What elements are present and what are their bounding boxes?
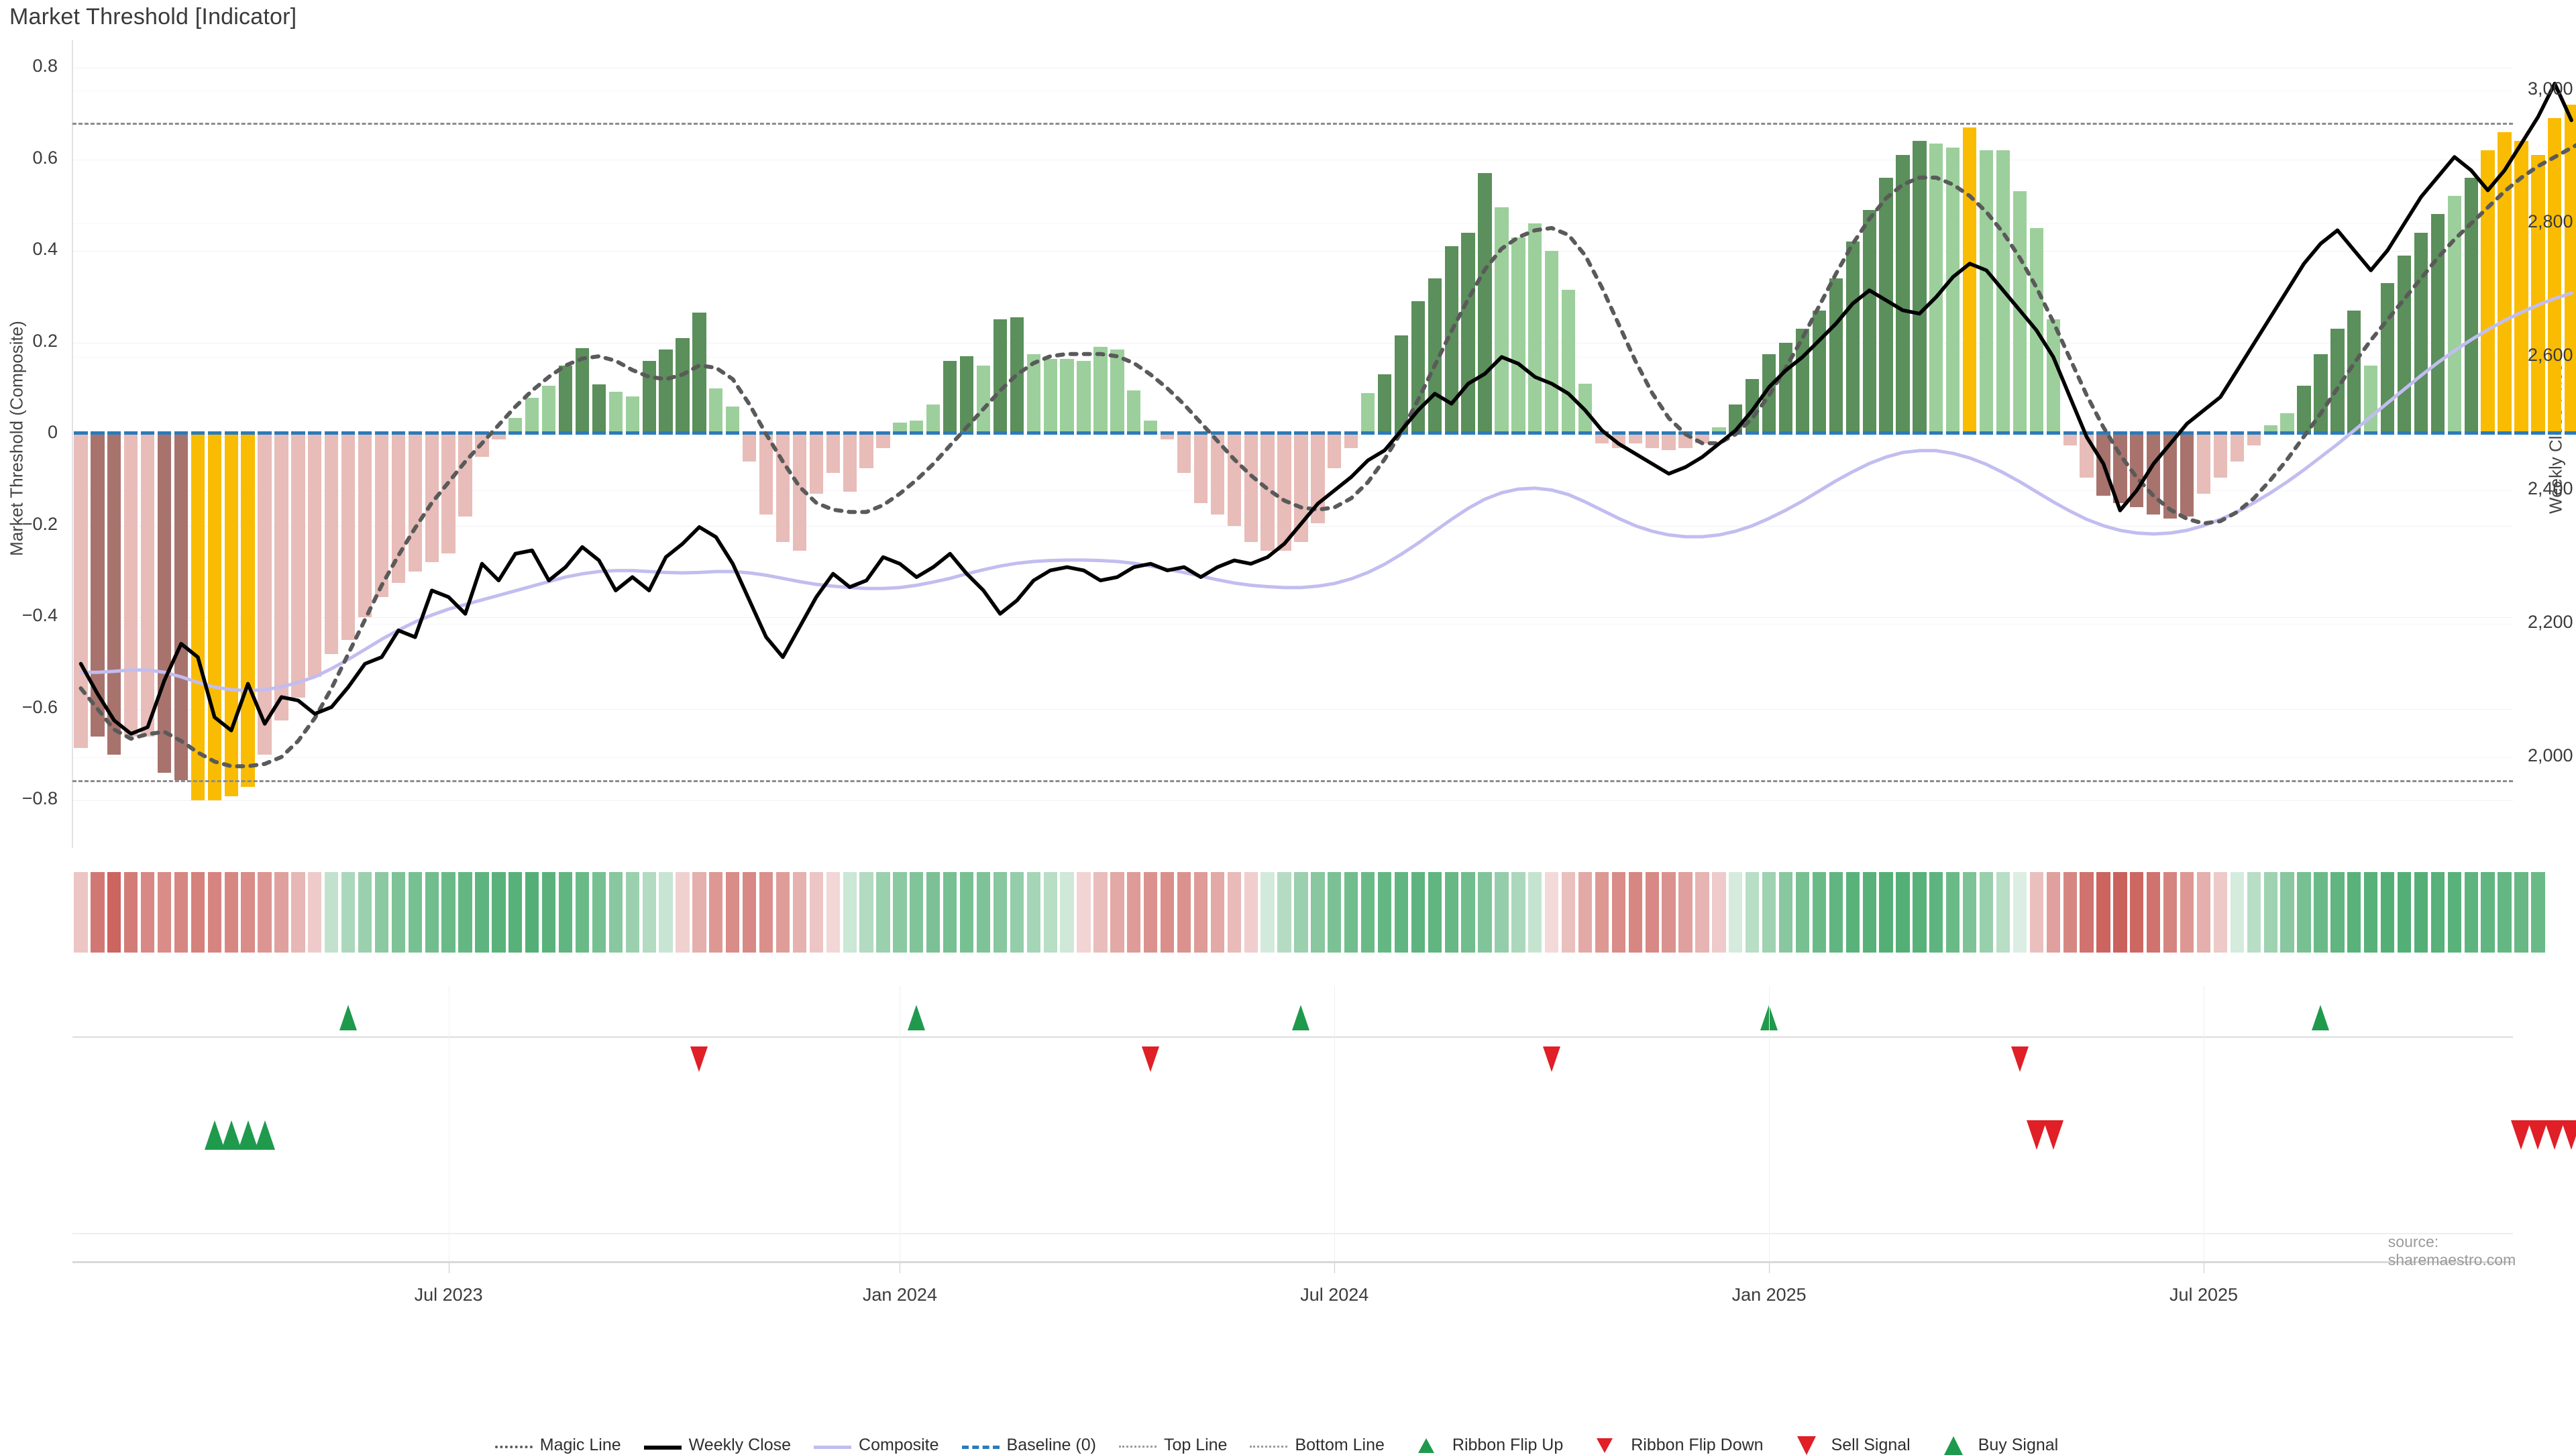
ribbon-flip-axis <box>72 1036 2513 1038</box>
ribbon-flip-up-marker <box>908 1005 925 1030</box>
legend-swatch-tri-up-small-icon <box>1407 1439 1445 1452</box>
y-tick-left: −0.8 <box>22 788 58 809</box>
x-tick: Jan 2025 <box>1688 1285 1849 1305</box>
legend-line-icon <box>495 1446 533 1448</box>
y-tick-right: 2,600 <box>2528 345 2573 366</box>
ribbon-flip-up-marker <box>2312 1005 2329 1030</box>
x-axis-spine <box>72 1261 2513 1263</box>
source-note: source: sharemaestro.com <box>2388 1233 2516 1269</box>
legend-item[interactable]: Top Line <box>1119 1436 1228 1455</box>
legend-item[interactable]: Baseline (0) <box>962 1436 1096 1455</box>
legend-swatch-line-dashed-wide-icon <box>962 1439 1000 1452</box>
y-tick-right: 2,400 <box>2528 478 2573 499</box>
y-tick-left: 0.2 <box>32 331 58 352</box>
y-tick-left: −0.2 <box>22 514 58 535</box>
x-tick: Jul 2024 <box>1254 1285 1415 1305</box>
legend-label: Buy Signal <box>1978 1436 2059 1455</box>
legend-label: Top Line <box>1164 1436 1228 1455</box>
legend-item[interactable]: Ribbon Flip Down <box>1586 1436 1763 1455</box>
legend-item[interactable]: Ribbon Flip Up <box>1407 1436 1563 1455</box>
signal-markers-area <box>0 0 2576 1275</box>
ribbon-flip-down-marker <box>1142 1046 1159 1072</box>
y-tick-left: 0.4 <box>32 239 58 260</box>
y-tick-right: 2,200 <box>2528 612 2573 633</box>
legend-label: Sell Signal <box>1831 1436 1911 1455</box>
legend-label: Baseline (0) <box>1007 1436 1096 1455</box>
legend-item[interactable]: Buy Signal <box>1933 1436 2059 1455</box>
ribbon-flip-down-marker <box>2011 1046 2029 1072</box>
ribbon-flip-down-marker <box>1543 1046 1560 1072</box>
legend-triangle-icon <box>1418 1438 1434 1453</box>
signal-baseline <box>72 1233 2513 1234</box>
legend-triangle-icon <box>1944 1436 1963 1455</box>
ribbon-flip-up-marker <box>339 1005 357 1030</box>
ribbon-flip-down-marker <box>690 1046 708 1072</box>
legend-line-icon <box>1119 1446 1157 1448</box>
legend-triangle-icon <box>1797 1436 1816 1455</box>
y-tick-left: −0.6 <box>22 697 58 718</box>
legend-line-icon <box>1250 1446 1287 1448</box>
buy-signal-marker <box>255 1120 275 1150</box>
legend-item[interactable]: Composite <box>814 1436 939 1455</box>
legend-swatch-line-solid-icon <box>814 1439 851 1452</box>
legend-label: Ribbon Flip Up <box>1452 1436 1563 1455</box>
legend-label: Magic Line <box>540 1436 621 1455</box>
sell-signal-marker <box>2043 1120 2063 1150</box>
y-tick-left: 0.8 <box>32 56 58 76</box>
y-tick-right: 3,000 <box>2528 78 2573 99</box>
legend-line-icon <box>814 1446 851 1449</box>
x-tick: Jul 2023 <box>368 1285 529 1305</box>
chart-legend: Magic Line Weekly Close Composite Baseline … <box>0 1436 2576 1455</box>
x-tick-guide <box>1334 986 1335 1261</box>
sell-signal-marker <box>2561 1120 2576 1150</box>
y-tick-left: −0.4 <box>22 605 58 626</box>
legend-swatch-tri-up-large-icon <box>1933 1439 1971 1452</box>
y-tick-right: 2,800 <box>2528 211 2573 232</box>
legend-swatch-line-solid-thick-icon <box>644 1439 682 1452</box>
legend-swatch-tri-down-large-icon <box>1786 1439 1824 1452</box>
legend-item[interactable]: Sell Signal <box>1786 1436 1911 1455</box>
legend-swatch-line-dotted-icon <box>495 1439 533 1452</box>
x-tick: Jul 2025 <box>2123 1285 2284 1305</box>
legend-item[interactable]: Magic Line <box>495 1436 621 1455</box>
legend-swatch-line-dotted-faint-icon <box>1119 1439 1157 1452</box>
legend-label: Ribbon Flip Down <box>1631 1436 1763 1455</box>
legend-label: Composite <box>859 1436 939 1455</box>
legend-item[interactable]: Weekly Close <box>644 1436 791 1455</box>
x-tick-guide <box>1769 986 1770 1261</box>
legend-item[interactable]: Bottom Line <box>1250 1436 1384 1455</box>
y-tick-left: 0 <box>48 422 58 443</box>
legend-triangle-icon <box>1597 1438 1613 1453</box>
legend-swatch-tri-down-small-icon <box>1586 1439 1623 1452</box>
y-tick-right: 2,000 <box>2528 745 2573 766</box>
ribbon-flip-up-marker <box>1292 1005 1309 1030</box>
legend-label: Weekly Close <box>689 1436 791 1455</box>
y-tick-left: 0.6 <box>32 148 58 168</box>
legend-line-icon <box>962 1446 1000 1449</box>
legend-swatch-line-dotted-faint-icon <box>1250 1439 1287 1452</box>
legend-label: Bottom Line <box>1295 1436 1384 1455</box>
x-tick: Jan 2024 <box>819 1285 980 1305</box>
